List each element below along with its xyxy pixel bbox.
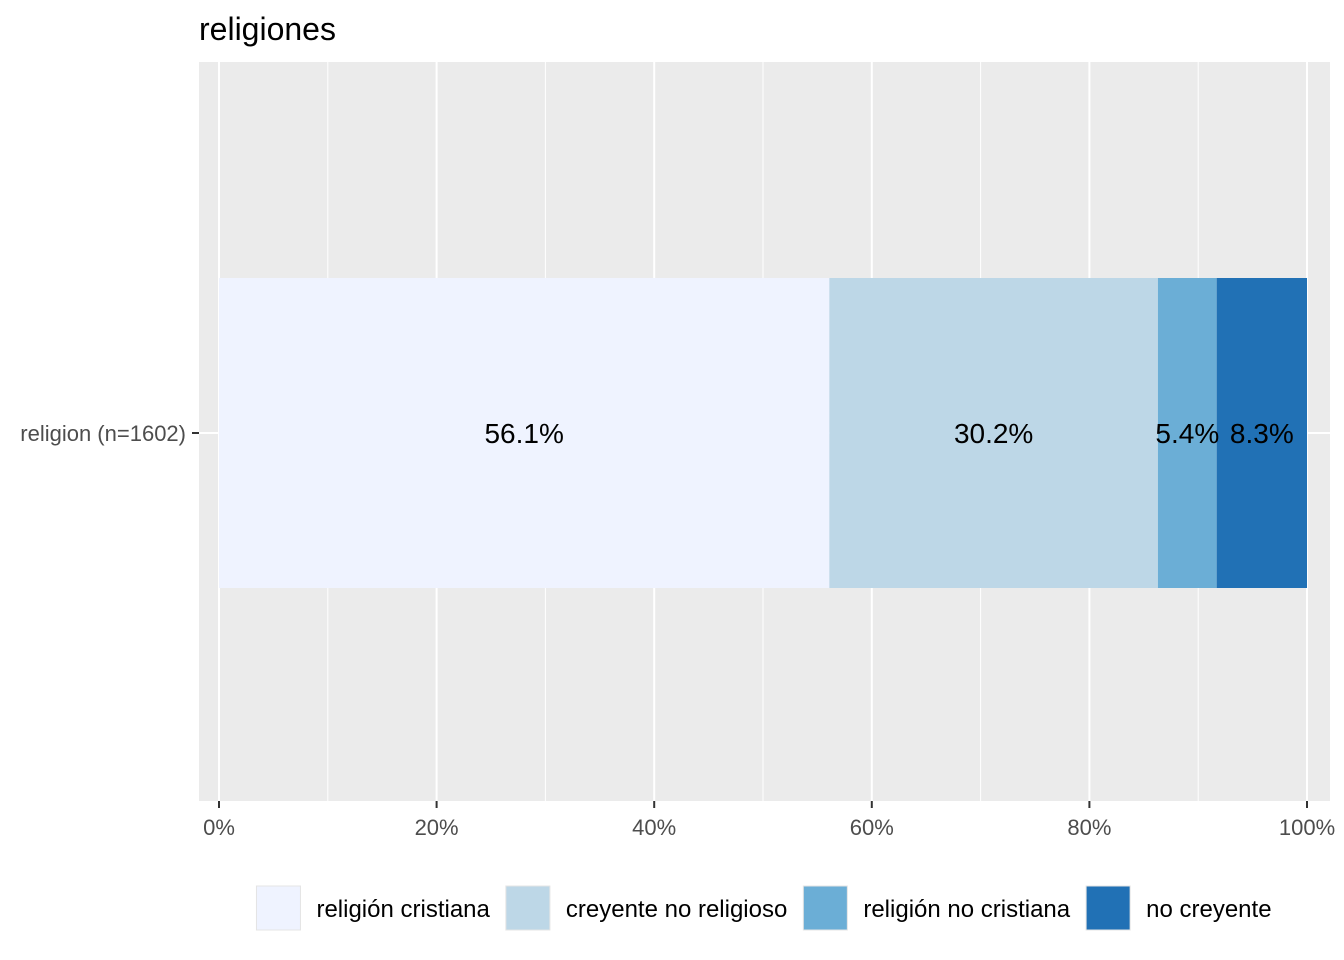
x-tick-label: 80% [1067,815,1111,840]
data-label: 30.2% [954,418,1033,449]
x-tick-label: 0% [203,815,235,840]
bar-segment [1216,278,1307,588]
x-tick-label: 20% [415,815,459,840]
legend-key [255,885,301,931]
data-label: 8.3% [1230,418,1294,449]
x-tick-label: 60% [850,815,894,840]
legend-label: religión no cristiana [863,896,1070,923]
chart-title: religiones [199,11,336,47]
bar-segments [219,278,1307,588]
legend-label: religión cristiana [316,896,490,923]
x-axis: 0% 20% 40% 60% 80% 100% [203,801,1335,840]
y-axis: religion (n=1602) [20,421,199,446]
legend-key [802,885,848,931]
legend-key [505,885,551,931]
bar-segment [829,278,1158,588]
x-tick-label: 100% [1279,815,1335,840]
bar-segment [1157,278,1217,588]
data-labels: 56.1% 30.2% 5.4% 8.3% [484,418,1293,449]
data-label: 5.4% [1155,418,1219,449]
bar-segment [219,278,830,588]
x-tick-label: 40% [632,815,676,840]
legend-key [1085,885,1131,931]
data-label: 56.1% [484,418,563,449]
legend: religión cristiana creyente no religioso r… [255,885,1272,931]
legend-label: no creyente [1146,896,1271,923]
legend-label: creyente no religioso [566,896,787,923]
y-tick-label: religion (n=1602) [20,421,186,446]
